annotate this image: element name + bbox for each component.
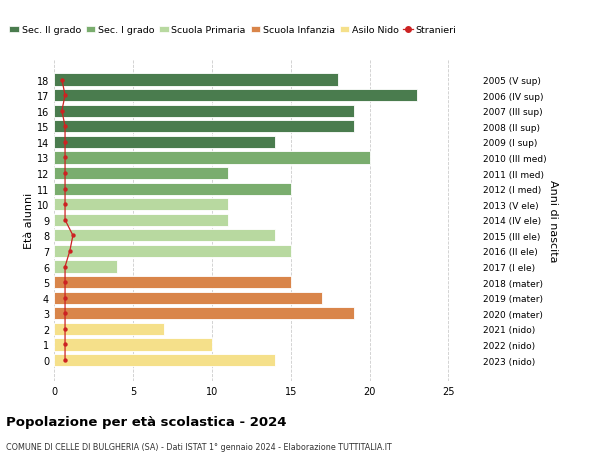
Point <box>57 77 67 84</box>
Point <box>65 248 74 255</box>
Bar <box>54 339 212 351</box>
Point <box>60 201 70 208</box>
Bar <box>54 276 290 289</box>
Bar <box>54 106 354 118</box>
Text: Popolazione per età scolastica - 2024: Popolazione per età scolastica - 2024 <box>6 415 287 428</box>
Bar <box>54 168 227 180</box>
Point <box>60 154 70 162</box>
Y-axis label: Anni di nascita: Anni di nascita <box>548 179 557 262</box>
Bar <box>54 230 275 242</box>
Point <box>60 279 70 286</box>
Point <box>60 185 70 193</box>
Text: COMUNE DI CELLE DI BULGHERIA (SA) - Dati ISTAT 1° gennaio 2024 - Elaborazione TU: COMUNE DI CELLE DI BULGHERIA (SA) - Dati… <box>6 442 392 451</box>
Bar <box>54 308 354 320</box>
Point <box>60 263 70 271</box>
Bar <box>54 152 370 164</box>
Bar <box>54 214 227 226</box>
Point <box>60 123 70 131</box>
Bar <box>54 90 417 102</box>
Bar <box>54 292 322 304</box>
Legend: Sec. II grado, Sec. I grado, Scuola Primaria, Scuola Infanzia, Asilo Nido, Stran: Sec. II grado, Sec. I grado, Scuola Prim… <box>5 22 460 39</box>
Bar <box>54 74 338 86</box>
Bar <box>54 354 275 366</box>
Bar <box>54 121 354 133</box>
Bar <box>54 199 227 211</box>
Bar <box>54 183 290 195</box>
Point <box>60 310 70 317</box>
Point <box>60 217 70 224</box>
Point <box>60 341 70 348</box>
Point <box>60 92 70 100</box>
Point <box>60 170 70 177</box>
Bar <box>54 136 275 149</box>
Point <box>60 325 70 333</box>
Bar <box>54 261 117 273</box>
Point <box>57 108 67 115</box>
Point <box>60 294 70 302</box>
Point <box>60 139 70 146</box>
Point <box>68 232 78 240</box>
Point <box>60 357 70 364</box>
Bar <box>54 246 290 257</box>
Bar <box>54 323 164 335</box>
Y-axis label: Età alunni: Età alunni <box>24 192 34 248</box>
